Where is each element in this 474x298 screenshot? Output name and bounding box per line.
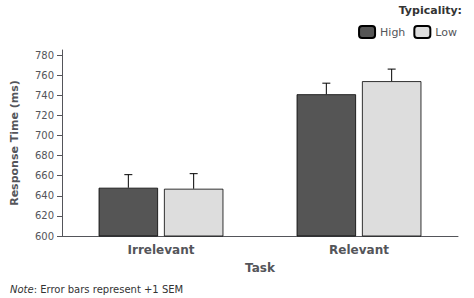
svg-text:620: 620 — [35, 210, 54, 221]
svg-text:Note: Note — [10, 284, 34, 295]
svg-text:760: 760 — [35, 70, 54, 81]
svg-text:High: High — [380, 26, 405, 39]
svg-text:: Error bars represent +1 SEM: : Error bars represent +1 SEM — [34, 284, 184, 295]
svg-text:680: 680 — [35, 150, 54, 161]
svg-text:Relevant: Relevant — [329, 243, 389, 257]
svg-text:Irrelevant: Irrelevant — [128, 243, 195, 257]
svg-text:Response Time (ms): Response Time (ms) — [8, 80, 21, 206]
svg-text:780: 780 — [35, 50, 54, 61]
svg-text:Low: Low — [435, 26, 457, 39]
svg-text:720: 720 — [35, 110, 54, 121]
svg-text:640: 640 — [35, 190, 54, 201]
svg-text:740: 740 — [35, 90, 54, 101]
svg-text:700: 700 — [35, 130, 54, 141]
svg-text:660: 660 — [35, 170, 54, 181]
svg-text:Task: Task — [245, 261, 276, 275]
svg-text:Typicality:: Typicality: — [399, 4, 462, 17]
svg-text:600: 600 — [35, 231, 54, 242]
